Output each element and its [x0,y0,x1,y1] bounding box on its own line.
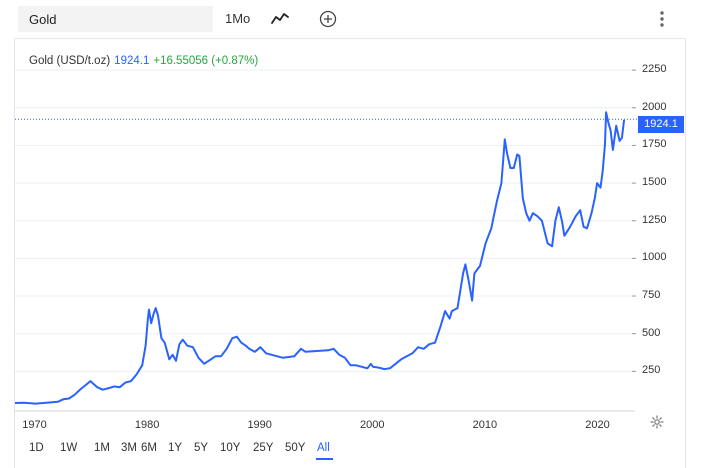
chart-frame [14,0,686,468]
range-button-all[interactable]: All [317,442,330,454]
active-range-underline [316,458,333,460]
y-tick-label: 1500 [642,176,667,189]
x-tick-label: 2010 [472,419,498,431]
range-button-6m[interactable]: 6M [141,442,157,454]
symbol-search-input[interactable] [18,6,213,32]
x-tick-label: 1980 [134,419,160,431]
range-button-1y[interactable]: 1Y [168,442,183,454]
chart-legend: Gold (USD/t.oz) 1924.1 +16.55056 (+0.87%) [29,55,258,67]
last-price-tag: 1924.1 [638,116,684,133]
y-tick-label: 1750 [642,138,667,151]
x-tick-label: 2020 [585,419,610,431]
range-button-25y[interactable]: 25Y [253,442,274,454]
x-tick-label: 2000 [360,419,385,431]
legend-change: +16.55056 (+0.87%) [153,55,259,67]
range-button-3m[interactable]: 3M [121,442,137,454]
legend-series-name: Gold (USD/t.oz) [29,55,111,67]
y-tick-label: 250 [642,364,661,377]
range-button-1w[interactable]: 1W [60,442,78,454]
y-tick-label: 1250 [642,213,667,226]
interval-button[interactable]: 1Mo [225,11,251,26]
range-button-10y[interactable]: 10Y [220,442,241,454]
range-button-1m[interactable]: 1M [94,442,110,454]
chart-toolbar: 1Mo [14,0,686,39]
y-tick-label: 1000 [642,251,667,264]
y-tick-label: 500 [642,326,661,339]
range-button-50y[interactable]: 50Y [285,442,306,454]
y-tick-label: 750 [642,289,661,302]
kebab-menu-icon[interactable] [659,10,665,33]
legend-last-value: 1924.1 [114,55,150,67]
settings-gear-icon[interactable] [650,415,664,434]
y-tick-label: 2000 [642,100,667,113]
plus-circle-icon[interactable] [319,10,337,33]
line-chart-icon[interactable] [271,11,291,30]
x-tick-label: 1990 [247,419,272,431]
range-button-1d[interactable]: 1D [29,442,44,454]
range-button-5y[interactable]: 5Y [194,442,209,454]
y-tick-label: 2250 [642,63,667,76]
x-tick-label: 1970 [22,419,47,431]
